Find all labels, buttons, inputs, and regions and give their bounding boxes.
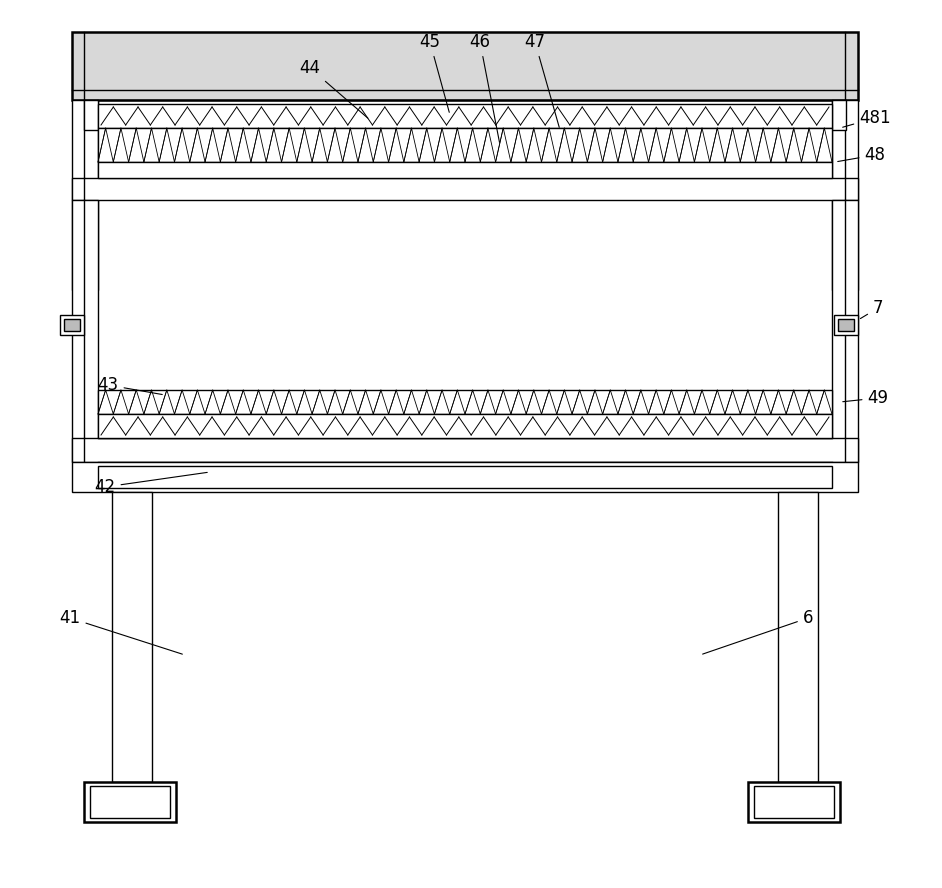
Bar [60,315,84,335]
Text: 41: 41 [59,609,183,654]
Bar [84,100,98,130]
Bar [72,438,858,462]
Bar [98,414,832,438]
Bar [64,319,80,331]
Bar [84,782,176,822]
Bar [72,462,858,492]
Bar [98,162,832,178]
Bar [98,104,832,128]
Text: 44: 44 [300,59,368,118]
Text: 45: 45 [419,33,449,112]
Bar [72,178,858,200]
Bar [72,32,858,100]
Text: 7: 7 [860,299,884,319]
Bar [832,200,858,462]
Bar [838,319,854,331]
Bar [98,390,832,414]
Bar [832,100,858,290]
Bar [832,100,846,130]
Text: 481: 481 [843,109,891,127]
Bar [112,492,152,782]
Bar [72,200,98,462]
Text: 6: 6 [703,609,813,654]
Text: 46: 46 [469,33,499,142]
Bar [98,466,832,488]
Bar [834,315,858,335]
Bar [754,786,834,818]
Text: 43: 43 [97,376,162,394]
Bar [98,128,832,162]
Text: 47: 47 [525,33,560,127]
Bar [72,100,98,290]
Bar [748,782,840,822]
Bar [778,492,818,782]
Text: 49: 49 [843,389,888,407]
Bar [90,786,170,818]
Text: 48: 48 [837,146,885,164]
Text: 42: 42 [94,472,207,496]
